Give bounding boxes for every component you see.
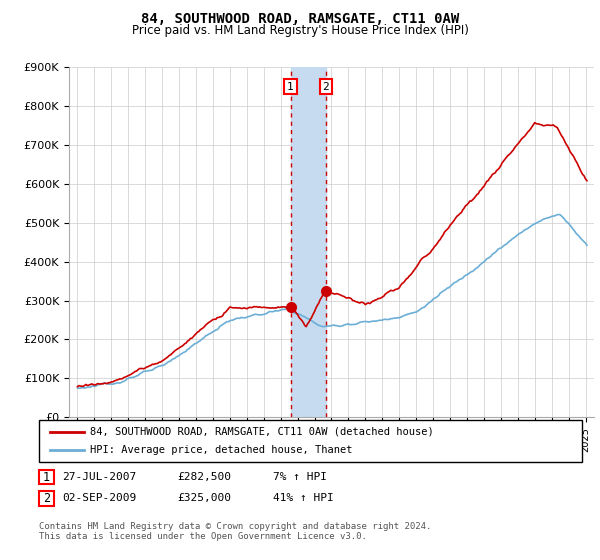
Text: 02-SEP-2009: 02-SEP-2009 (62, 493, 136, 503)
Text: 27-JUL-2007: 27-JUL-2007 (62, 472, 136, 482)
Text: 41% ↑ HPI: 41% ↑ HPI (273, 493, 334, 503)
Text: 2: 2 (43, 492, 50, 505)
Text: 1: 1 (287, 82, 294, 92)
Text: Contains HM Land Registry data © Crown copyright and database right 2024.
This d: Contains HM Land Registry data © Crown c… (39, 522, 431, 542)
Text: 7% ↑ HPI: 7% ↑ HPI (273, 472, 327, 482)
Text: £282,500: £282,500 (177, 472, 231, 482)
Text: 84, SOUTHWOOD ROAD, RAMSGATE, CT11 0AW: 84, SOUTHWOOD ROAD, RAMSGATE, CT11 0AW (141, 12, 459, 26)
Text: 2: 2 (323, 82, 329, 92)
Text: 84, SOUTHWOOD ROAD, RAMSGATE, CT11 0AW (detached house): 84, SOUTHWOOD ROAD, RAMSGATE, CT11 0AW (… (90, 427, 434, 437)
Text: HPI: Average price, detached house, Thanet: HPI: Average price, detached house, Than… (90, 445, 353, 455)
Text: £325,000: £325,000 (177, 493, 231, 503)
Text: Price paid vs. HM Land Registry's House Price Index (HPI): Price paid vs. HM Land Registry's House … (131, 24, 469, 36)
Bar (290, 67, 326, 417)
Text: 1: 1 (43, 470, 50, 484)
